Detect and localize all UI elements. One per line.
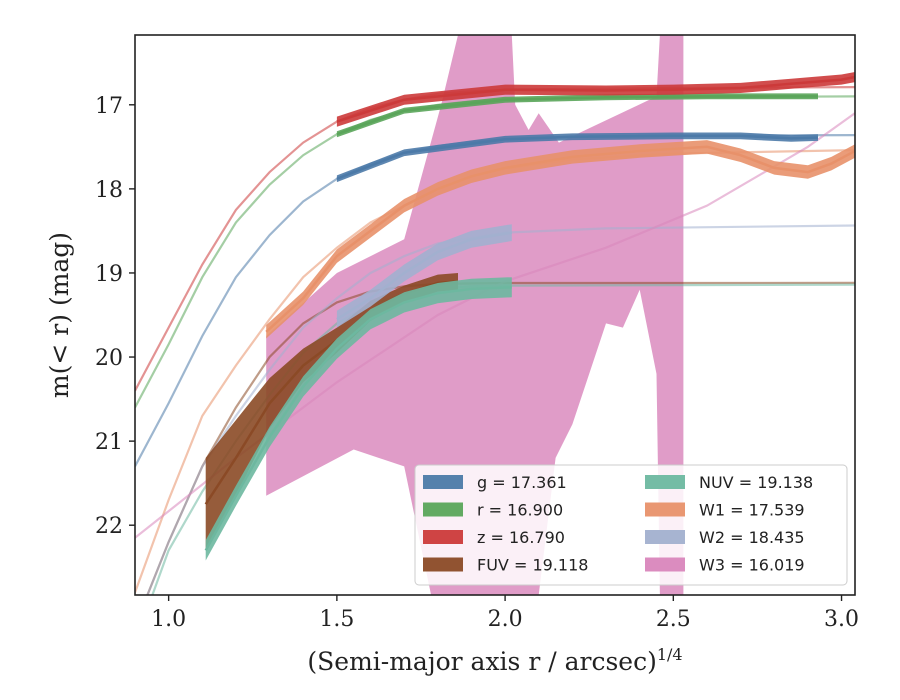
data-line-W1 (265, 145, 855, 333)
legend-label-g: g = 17.361 (477, 473, 567, 492)
data-line-g (336, 134, 819, 180)
legend-label-W3: W3 = 16.019 (699, 556, 805, 575)
legend-label-NUV: NUV = 19.138 (699, 473, 813, 492)
y-tick-label: 17 (95, 94, 123, 119)
legend-label-r: r = 16.900 (477, 501, 563, 520)
x-axis-label-main: (Semi-major axis r / arcsec) (307, 647, 656, 676)
x-tick-label: 2.5 (656, 607, 691, 632)
y-tick-label: 19 (95, 262, 123, 287)
legend-swatch-W1 (645, 502, 685, 517)
plot-frame (134, 34, 856, 596)
legend-label-W1: W1 = 17.539 (699, 501, 805, 520)
y-tick-label: 18 (95, 178, 123, 203)
y-axis-label: m(< r) (mag) (45, 232, 74, 398)
y-tick-label: 20 (95, 346, 123, 371)
data-band-NUV (205, 277, 512, 561)
y-tick-label: 22 (95, 514, 123, 539)
x-tick-label: 1.0 (151, 607, 186, 632)
legend-box (414, 464, 848, 586)
data-band-z (336, 72, 855, 127)
series-band-W3 (266, 35, 684, 595)
legend-swatch-FUV (423, 557, 463, 572)
plot-area (135, 35, 855, 595)
y-axis: 17 18 19 20 21 22 (95, 94, 135, 539)
legend-label-FUV: FUV = 19.118 (477, 556, 588, 575)
x-tick-label: 1.5 (319, 607, 354, 632)
data-line-z (336, 75, 855, 123)
data-line-W2 (336, 231, 513, 321)
legend-swatch-r (423, 502, 463, 517)
legend-swatch-W2 (645, 530, 685, 544)
x-axis-label-superscript: 1/4 (657, 645, 683, 664)
x-axis: 1.0 1.5 2.0 2.5 3.0 (151, 595, 859, 632)
x-tick-label: 3.0 (824, 607, 859, 632)
legend-label-W2: W2 = 18.435 (699, 528, 805, 547)
data-line-r (336, 95, 818, 136)
legend: g = 17.361 r = 16.900 z = 16.790 FUV = 19.1… (414, 464, 848, 586)
x-tick-label: 2.0 (488, 607, 523, 632)
legend-swatch-g (423, 475, 463, 489)
legend-label-z: z = 16.790 (477, 528, 565, 547)
x-axis-label: (Semi-major axis r / arcsec)1/4 (307, 645, 682, 676)
legend-swatch-NUV (645, 475, 685, 489)
y-tick-label: 21 (95, 430, 123, 455)
data-band-FUV (205, 273, 458, 551)
legend-swatch-W3 (645, 557, 685, 572)
data-line-NUV (204, 286, 512, 552)
legend-swatch-z (423, 530, 463, 544)
